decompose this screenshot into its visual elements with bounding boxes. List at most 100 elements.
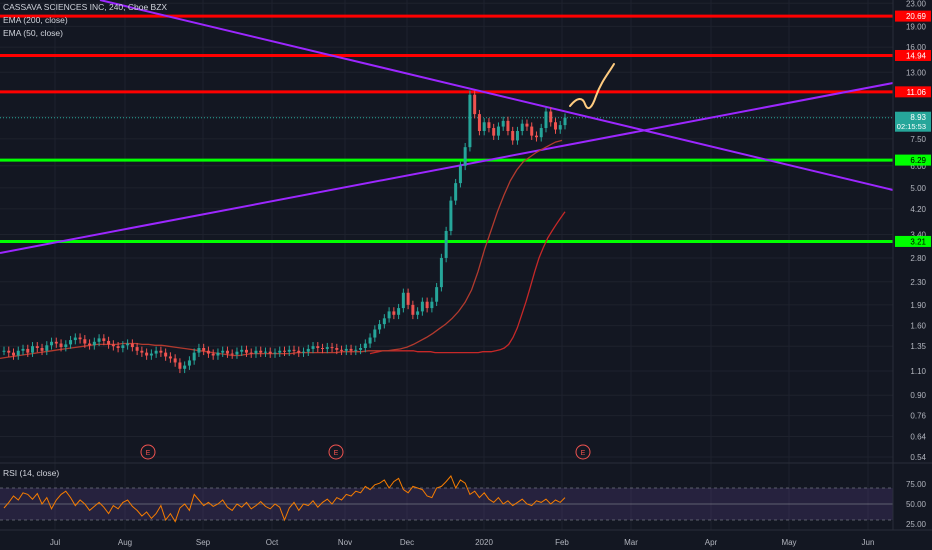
time-tick-label: Feb	[555, 538, 569, 547]
candle-body	[140, 350, 144, 353]
candle-body	[35, 346, 39, 348]
earnings-marker-circle	[575, 444, 591, 460]
candle-body	[73, 337, 77, 341]
candle-body	[534, 135, 538, 138]
time-tick-label: Nov	[338, 538, 352, 547]
candle-body	[92, 341, 96, 346]
candle-body	[340, 349, 344, 351]
time-tick-label: Aug	[118, 538, 132, 547]
candle-body	[435, 287, 439, 302]
price-tick-label: 16.00	[906, 43, 927, 52]
projection-sketch	[569, 63, 615, 110]
candle-body	[501, 120, 505, 127]
candle-body	[192, 352, 196, 361]
ema200-polyline	[369, 211, 566, 355]
candle-body	[21, 348, 25, 351]
price-tick-label: 6.00	[910, 162, 926, 171]
rsi-tick-label: 75.00	[906, 480, 927, 489]
time-tick-label: Mar	[624, 538, 638, 547]
candle-body	[168, 356, 172, 359]
candle-body	[164, 352, 168, 357]
level-label: 20.69	[906, 12, 927, 21]
candle-body	[225, 350, 229, 354]
candle-body	[430, 301, 434, 309]
earnings-marker-circle	[328, 444, 344, 460]
price-tick-label: 4.20	[910, 205, 926, 214]
level-label-bg	[895, 86, 931, 98]
candle-body	[154, 350, 158, 354]
candle-body	[230, 353, 234, 355]
level-label: 14.94	[906, 51, 927, 60]
candle-body	[254, 350, 258, 354]
candle-body	[283, 350, 286, 352]
candle-body	[149, 353, 153, 356]
candle-body	[392, 311, 396, 315]
last-price-bg	[895, 111, 931, 132]
candle-body	[515, 131, 519, 141]
candle-body	[549, 111, 553, 123]
price-tick-label: 13.00	[906, 68, 927, 77]
price-tick-label: 0.76	[910, 412, 926, 421]
candle-body	[183, 365, 187, 369]
candle-body	[387, 311, 391, 319]
candle-body	[88, 343, 92, 346]
candle-body	[187, 360, 191, 366]
candle-body	[249, 352, 253, 354]
time-axis[interactable]: Jul Aug Sep Oct Nov Dec 2020 Feb Mar Apr May Jun	[0, 529, 932, 547]
last-price-label: 8.93	[910, 113, 926, 122]
candle-body	[12, 352, 16, 356]
candle-body	[97, 338, 101, 342]
candle-body	[135, 347, 139, 351]
candle-body	[116, 346, 120, 348]
level-label: 11.06	[907, 88, 927, 97]
candle-body	[268, 351, 272, 354]
candle-body	[69, 340, 73, 345]
candle-body	[59, 343, 63, 348]
candle-body	[544, 111, 548, 129]
candle-body	[173, 358, 177, 363]
candle-body	[463, 147, 467, 166]
earnings-marker-circle	[140, 444, 156, 460]
candle-body	[349, 348, 353, 351]
ema200-line	[369, 211, 566, 355]
candle-body	[7, 350, 11, 353]
price-tick-label: 7.50	[910, 135, 926, 144]
time-tick-label: Sep	[196, 538, 211, 547]
candle-body	[458, 165, 462, 184]
candle-body	[311, 346, 315, 349]
candle-body	[406, 292, 410, 305]
candle-body	[111, 344, 115, 347]
candle-body	[378, 324, 382, 330]
candle-body	[506, 120, 510, 132]
earnings-marker-label: E	[146, 450, 151, 457]
candle-body	[321, 347, 325, 349]
candle-body	[344, 348, 348, 351]
candle-body	[316, 346, 320, 348]
price-axis[interactable]: 23.0019.0016.0013.0011.069.007.506.005.0…	[892, 0, 931, 530]
price-tick-label: 0.90	[910, 391, 926, 400]
candle-body	[487, 122, 491, 129]
rsi-legend: RSI (14, close)	[3, 468, 60, 478]
rsi-tick-label: 50.00	[906, 500, 927, 509]
candle-body	[102, 338, 106, 341]
candle-body	[297, 350, 301, 353]
level-label-bg	[895, 49, 931, 61]
level-label-bg	[895, 154, 931, 166]
time-tick-label: Oct	[266, 538, 279, 547]
candle-body	[83, 339, 87, 344]
rsi-tick-label: 25.00	[906, 520, 927, 529]
ema200-legend: EMA (200, close)	[3, 15, 68, 25]
candle-body	[130, 343, 134, 348]
candle-body	[159, 350, 163, 353]
level-label: 3.21	[910, 237, 926, 246]
earnings-marker-label: E	[334, 450, 339, 457]
candle-body	[178, 362, 182, 369]
candle-body	[259, 350, 263, 353]
candle-body	[302, 351, 306, 353]
candle-body	[26, 348, 30, 353]
candle-body	[511, 131, 515, 141]
candle-body	[145, 352, 149, 356]
candle-body	[449, 200, 453, 231]
